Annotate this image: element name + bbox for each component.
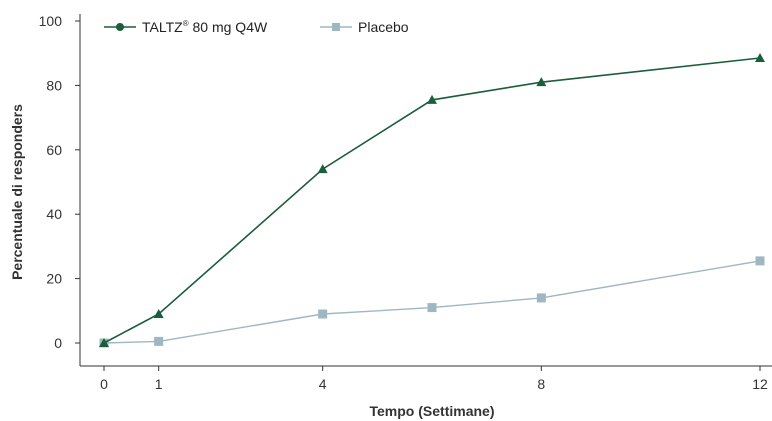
series-layer — [99, 53, 765, 348]
y-tick-label: 100 — [39, 13, 63, 29]
legend-name-taltz: TALTZ — [142, 19, 183, 35]
data-point — [536, 293, 546, 303]
x-ticks: 0 1 4 8 12 — [100, 366, 768, 392]
data-point — [427, 303, 437, 313]
x-axis-title: Tempo (Settimane) — [370, 403, 495, 419]
series-line — [103, 57, 761, 344]
data-point — [755, 53, 765, 63]
data-point — [99, 338, 109, 347]
series-taltz — [99, 53, 765, 347]
x-tick-label: 12 — [752, 376, 768, 392]
x-tick-label: 4 — [319, 376, 327, 392]
data-point — [153, 309, 164, 319]
data-point — [317, 164, 328, 174]
axes: 0 1 4 8 12 0 20 40 60 80 100 — [39, 13, 772, 392]
data-point — [427, 94, 437, 104]
y-tick-label: 60 — [46, 142, 62, 158]
legend-label-placebo: Placebo — [358, 19, 409, 35]
legend-item-taltz: TALTZ® 80 mg Q4W — [104, 19, 268, 35]
x-tick-label: 1 — [155, 376, 163, 392]
data-point — [755, 256, 765, 266]
legend-superscript-taltz: ® — [183, 19, 189, 28]
series-placebo — [99, 256, 765, 348]
y-tick-label: 40 — [46, 206, 62, 222]
legend-item-placebo: Placebo — [320, 19, 409, 35]
x-tick-label: 8 — [537, 376, 545, 392]
y-tick-label: 0 — [54, 335, 62, 351]
legend-suffix-taltz: 80 mg Q4W — [189, 19, 268, 35]
y-axis-title: Percentuale di responders — [9, 104, 25, 280]
y-tick-label: 20 — [46, 271, 62, 287]
x-tick-label: 0 — [100, 376, 108, 392]
y-ticks: 0 20 40 60 80 100 — [39, 13, 80, 351]
legend-marker-taltz — [116, 23, 124, 31]
legend: TALTZ® 80 mg Q4W Placebo — [104, 19, 409, 35]
series-line — [103, 260, 761, 344]
data-point — [536, 77, 547, 87]
legend-marker-placebo — [332, 23, 340, 31]
y-tick-label: 80 — [46, 77, 62, 93]
legend-label-taltz: TALTZ® 80 mg Q4W — [142, 19, 268, 35]
data-point — [154, 336, 164, 346]
data-point — [318, 309, 328, 319]
